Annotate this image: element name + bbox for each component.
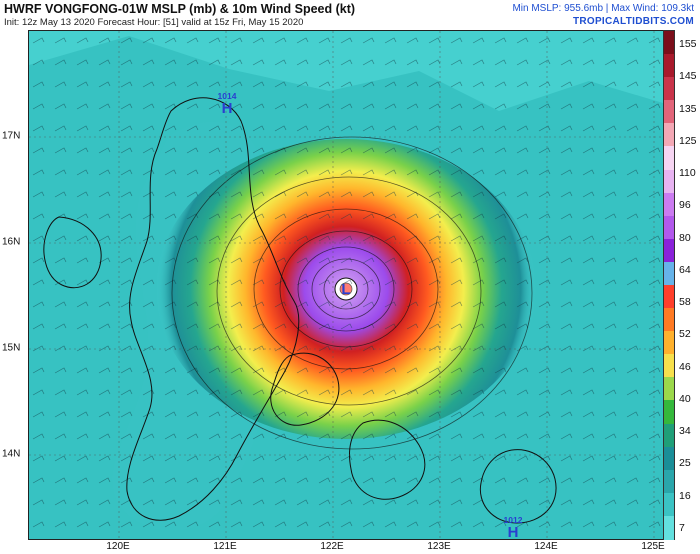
colorbar-segment — [664, 215, 674, 240]
lon-label-124e: 124E — [534, 541, 558, 552]
colorbar-label: 80 — [679, 231, 691, 244]
colorbar-label: 25 — [679, 457, 691, 470]
wind-speed-colorbar — [663, 30, 675, 540]
colorbar-segment — [664, 285, 674, 309]
coastlines — [43, 97, 557, 524]
colorbar-segment — [664, 308, 674, 332]
weather-map: 1014 H L 1012 H — [29, 31, 663, 539]
lat-label-14n: 14N — [2, 448, 21, 460]
colorbar-segment — [664, 354, 674, 378]
lat-label-15n: 15N — [2, 342, 21, 354]
wind-barbs — [29, 31, 663, 539]
lon-label-125e: 125E — [641, 541, 665, 552]
lon-label-122e: 122E — [320, 541, 344, 552]
colorbar-label: 155 — [679, 38, 697, 50]
lon-label-123e: 123E — [427, 541, 451, 552]
colorbar-label: 135 — [679, 102, 697, 115]
colorbar-label: 46 — [679, 360, 691, 373]
lat-label-16n: 16N — [2, 236, 21, 248]
lat-label-17n: 17N — [2, 130, 21, 142]
colorbar-segment — [664, 192, 674, 217]
map-subtitle: Init: 12z May 13 2020 Forecast Hour: [51… — [4, 17, 304, 28]
lon-label-121e: 121E — [213, 541, 237, 552]
colorbar-segment — [664, 446, 674, 471]
storm-stats: Min MSLP: 955.6mb | Max Wind: 109.3kt — [512, 3, 694, 14]
colorbar-segment — [664, 400, 674, 425]
map-title: HWRF VONGFONG-01W MSLP (mb) & 10m Wind S… — [4, 2, 356, 16]
high-pressure-marker-north: H — [222, 100, 233, 117]
colorbar-segment — [664, 146, 674, 171]
colorbar-label: 34 — [679, 425, 691, 438]
colorbar-label: 40 — [679, 392, 691, 405]
colorbar-segment — [664, 492, 674, 517]
colorbar-segment — [664, 77, 674, 101]
colorbar-label: 16 — [679, 489, 691, 502]
colorbar-segment — [664, 515, 674, 540]
colorbar-label: 96 — [679, 199, 691, 212]
high-pressure-marker-south: H — [508, 524, 519, 539]
colorbar-segment — [664, 377, 674, 402]
header: HWRF VONGFONG-01W MSLP (mb) & 10m Wind S… — [0, 0, 700, 30]
colorbar-label: 145 — [679, 70, 697, 83]
colorbar-label: 7 — [679, 522, 685, 534]
colorbar-segment — [664, 54, 674, 78]
colorbar-label: 110 — [679, 167, 696, 180]
colorbar-segment — [664, 469, 674, 494]
colorbar-label: 64 — [679, 263, 691, 276]
high-pressure-value-south: 1012 — [504, 515, 523, 525]
colorbar-segment — [664, 169, 674, 194]
colorbar-segment — [664, 238, 674, 263]
colorbar-segment — [664, 331, 674, 355]
high-pressure-value-north: 1014 — [218, 91, 237, 101]
colorbar-label: 52 — [679, 328, 691, 341]
colorbar-segment — [664, 31, 674, 55]
colorbar-label: 125 — [679, 134, 697, 147]
map-panel: 1014 H L 1012 H — [28, 30, 664, 540]
colorbar-segment — [664, 100, 674, 124]
colorbar-segment — [664, 261, 674, 286]
gridlines — [29, 31, 663, 539]
colorbar-label: 58 — [679, 296, 691, 309]
lon-label-120e: 120E — [106, 541, 130, 552]
brand-link[interactable]: TROPICALTIDBITS.COM — [572, 16, 694, 27]
colorbar-segment — [664, 123, 674, 148]
pressure-centers: 1014 H L 1012 H — [218, 91, 523, 539]
low-pressure-marker: L — [341, 281, 350, 298]
colorbar-segment — [664, 423, 674, 448]
isobars — [171, 136, 533, 450]
